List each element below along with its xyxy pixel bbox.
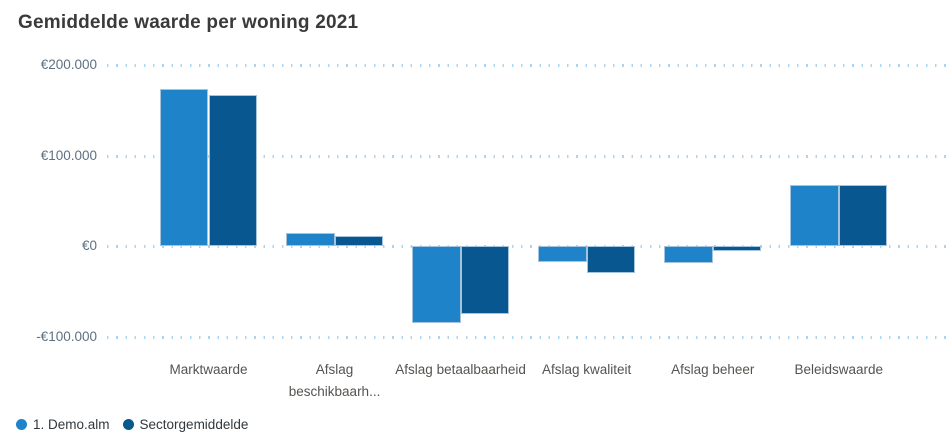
gridline-0 — [107, 245, 947, 248]
bar-sectorgemiddelde-afslag-betaalbaarheid[interactable] — [460, 246, 510, 315]
gridline-100-000 — [107, 154, 947, 158]
bar-1-demo-alm-afslag-beschikbaarh[interactable] — [285, 232, 335, 246]
y-axis-label-100-000: €100.000 — [40, 147, 97, 163]
bar-1-demo-alm-beleidswaarde[interactable] — [790, 185, 839, 246]
y-axis-label-100-000: -€100.000 — [36, 328, 97, 344]
legend-label-demo-alm: 1. Demo.alm — [33, 416, 110, 432]
bar-1-demo-alm-afslag-betaalbaarheid[interactable] — [412, 246, 461, 323]
bar-1-demo-alm-afslag-beheer[interactable] — [664, 246, 713, 263]
x-axis-label-afslag-kwaliteit: Afslag kwaliteit — [542, 362, 632, 377]
legend-item-demo-alm[interactable]: 1. Demo.alm — [16, 417, 110, 432]
y-axis-label-0: €0 — [81, 238, 97, 253]
legend: 1. Demo.alm Sectorgemiddelde — [16, 413, 248, 435]
x-axis-label-afslag-beheer: Afslag beheer — [671, 362, 755, 377]
legend-swatch-demo-alm — [16, 418, 27, 430]
x-axis-label-beleidswaarde: Beleidswaarde — [794, 362, 884, 377]
chart-title: Gemiddelde waarde per woning 2021 — [18, 12, 359, 33]
x-axis-label-afslag-betaalbaarheid: Afslag betaalbaarheid — [395, 362, 526, 377]
bar-1-demo-alm-marktwaarde[interactable] — [159, 89, 209, 246]
bar-1-demo-alm-afslag-kwaliteit[interactable] — [538, 246, 587, 262]
bar-sectorgemiddelde-afslag-beschikbaarh[interactable] — [334, 235, 384, 246]
x-axis-label-afslag-beschikbaarh: Afslag beschikbaarh... — [288, 362, 381, 399]
legend-swatch-sectorgemiddelde — [122, 418, 134, 430]
legend-item-sectorgemiddelde[interactable]: Sectorgemiddelde — [122, 416, 249, 432]
bar-sectorgemiddelde-beleidswaarde[interactable] — [838, 184, 888, 246]
legend-label-sectorgemiddelde: Sectorgemiddelde — [139, 416, 249, 432]
gridline-200-000 — [107, 64, 947, 67]
bar-sectorgemiddelde-afslag-beheer[interactable] — [712, 246, 762, 251]
bar-sectorgemiddelde-afslag-kwaliteit[interactable] — [586, 246, 636, 273]
x-axis-label-marktwaarde: Marktwaarde — [169, 362, 248, 377]
gridline-100-000 — [107, 335, 947, 339]
bar-sectorgemiddelde-marktwaarde[interactable] — [208, 95, 258, 246]
y-axis-label-200-000: €200.000 — [40, 57, 97, 72]
